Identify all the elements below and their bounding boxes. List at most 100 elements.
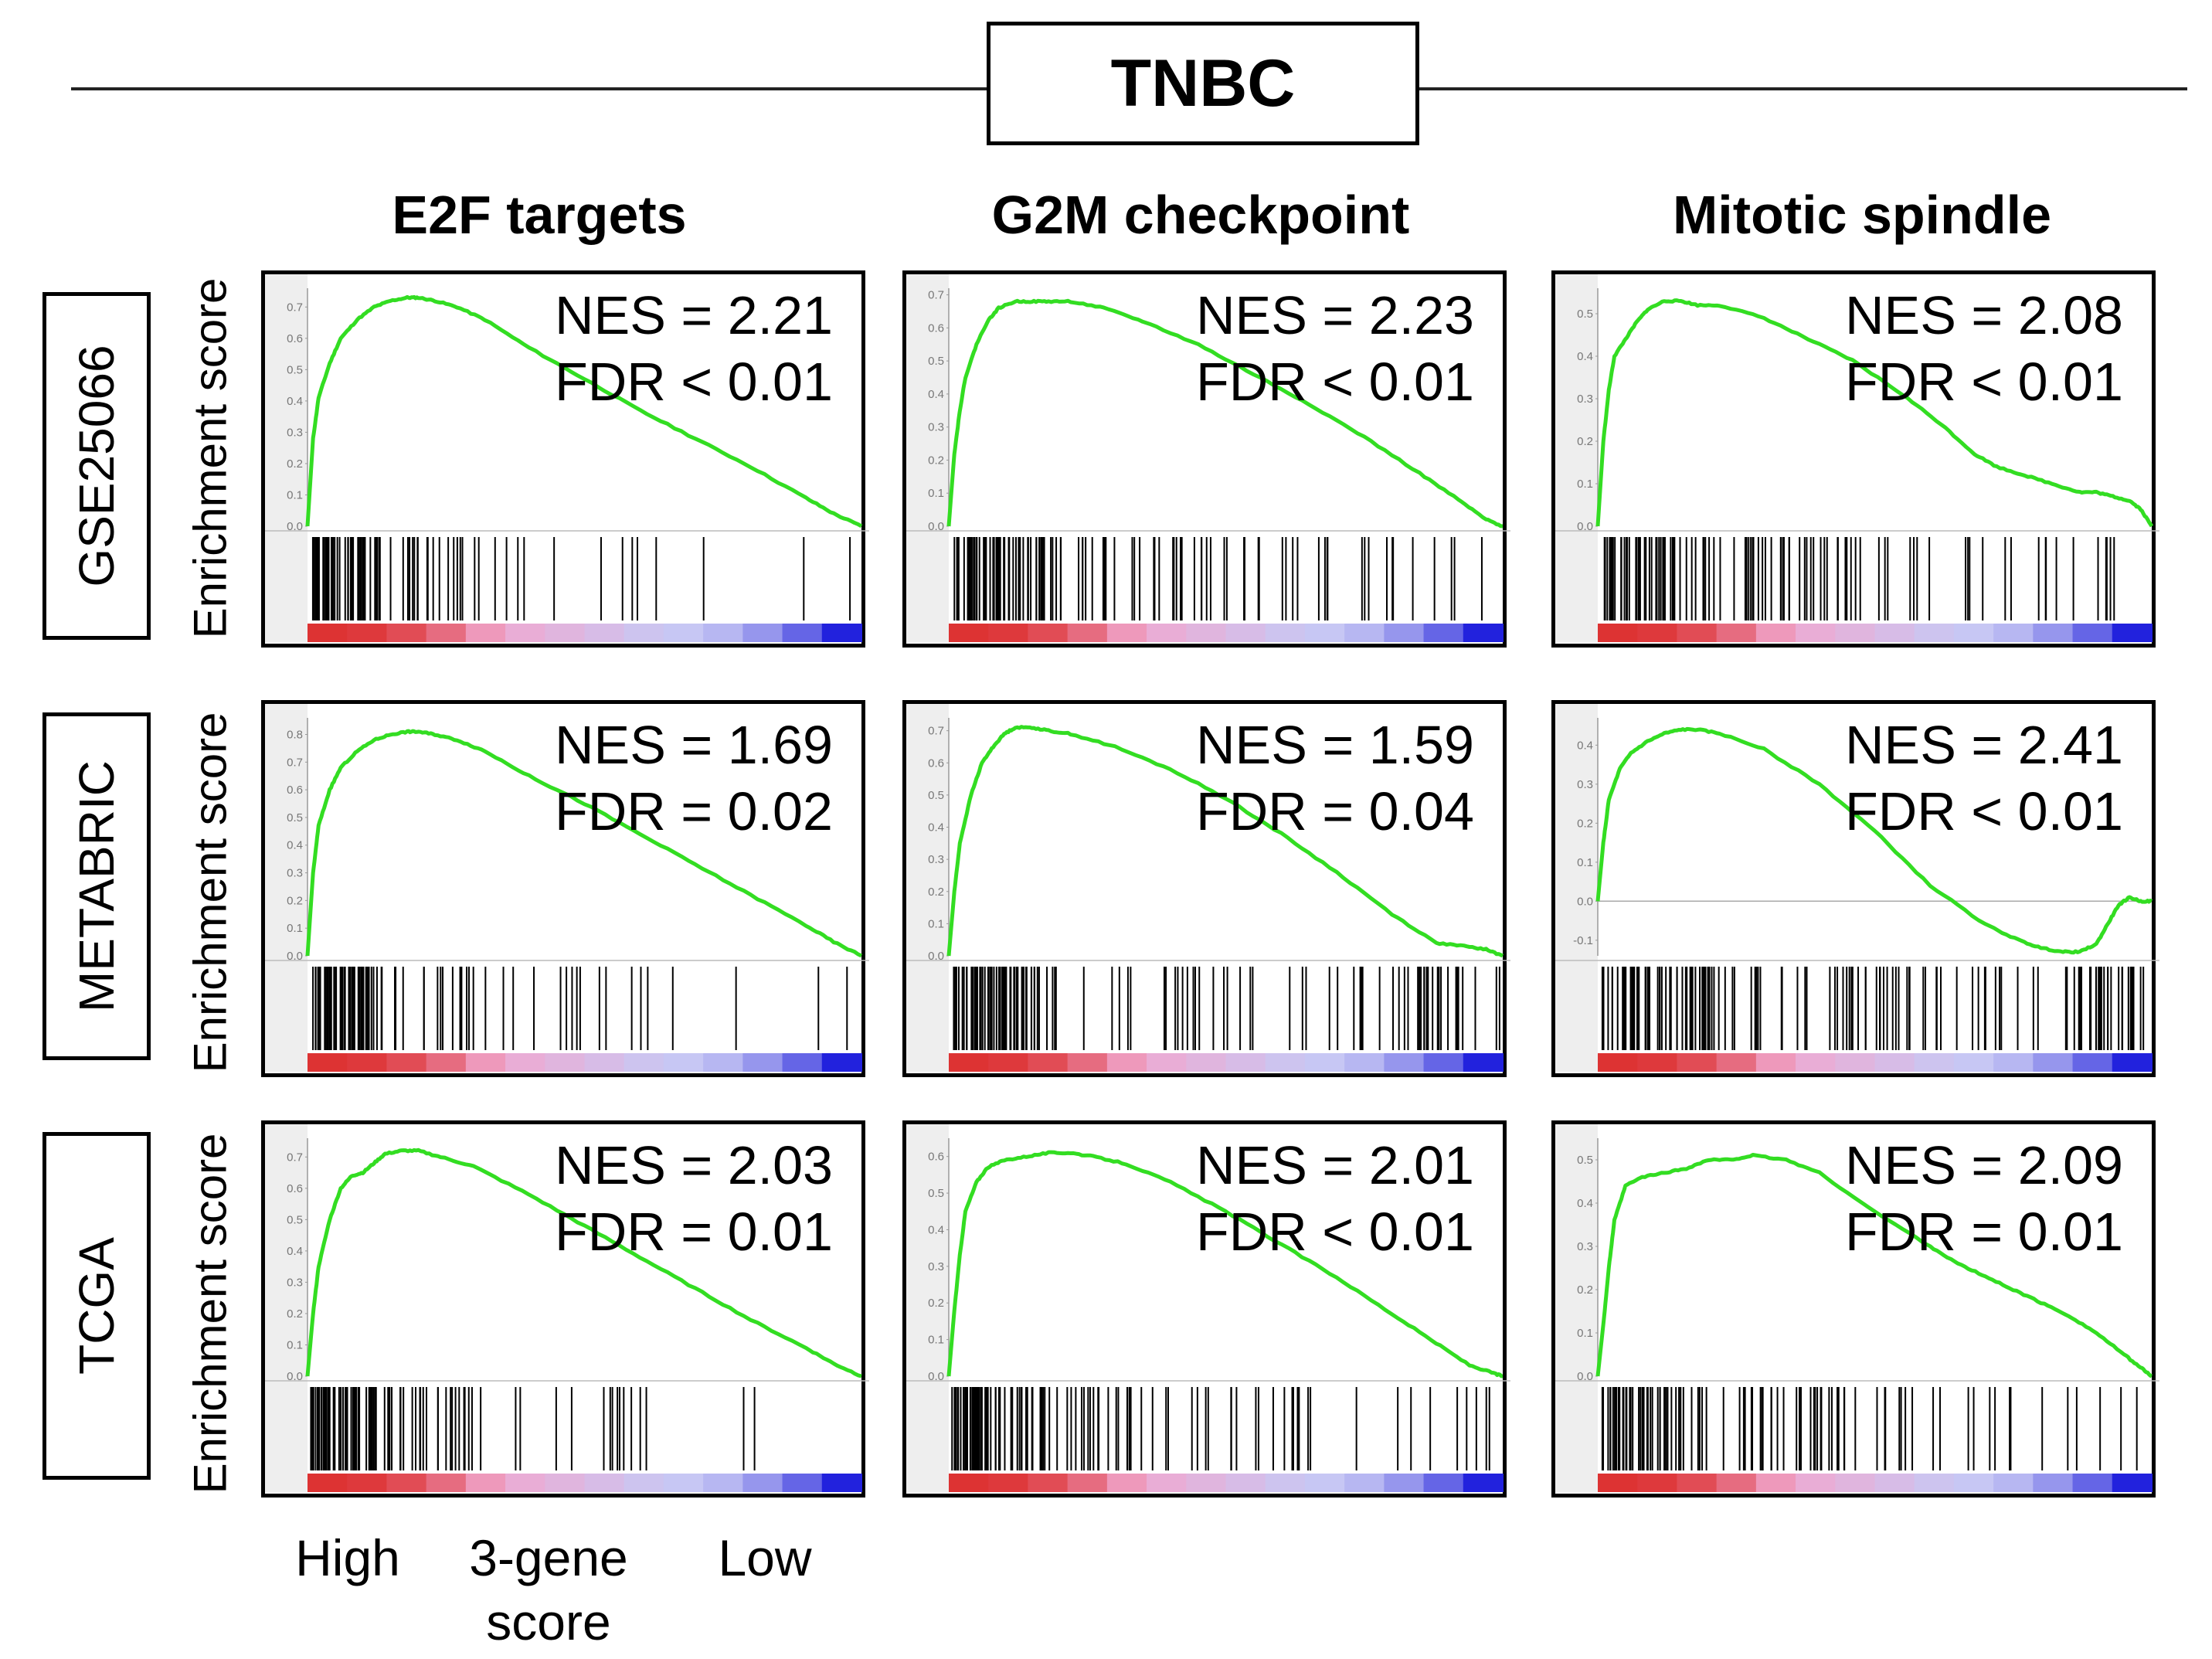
y-tick-label: 0.5: [928, 789, 944, 802]
ranked-list-segment: [505, 624, 546, 642]
y-tick-label: 0.3: [1577, 778, 1593, 791]
ranked-list-segment: [1637, 624, 1678, 642]
y-tick-label: 0.5: [287, 811, 303, 824]
tick-gutter: [906, 274, 949, 642]
y-tick-label: 0.4: [928, 821, 944, 835]
ranked-list-segment: [988, 624, 1029, 642]
y-tick-label: 0.3: [287, 426, 303, 439]
y-tick-label: 0.0: [928, 950, 944, 963]
figure-title: TNBC: [987, 22, 1419, 145]
ranked-list-segment: [308, 1474, 348, 1492]
ranked-list-segment: [545, 1053, 586, 1072]
nes-label: NES = 2.03: [555, 1135, 833, 1195]
ranked-list-segment: [1874, 1053, 1915, 1072]
tick-gutter: [906, 1124, 949, 1492]
ranked-list-segment: [1265, 1053, 1306, 1072]
ranked-list-segment: [386, 1053, 427, 1072]
gsea-panel: 0.0 0.1 0.2 0.3 0.4 0.5 NES = 2.09 FDR = 0.01: [1551, 1120, 2159, 1498]
y-tick-label: 0.2: [1577, 817, 1593, 830]
tick-gutter: [265, 274, 308, 642]
ranked-list-segment: [1186, 624, 1227, 642]
y-tick-label: 0.2: [928, 454, 944, 467]
ranked-list-segment: [821, 1474, 862, 1492]
enrichment-curve: [1595, 298, 2154, 528]
ranked-list-segment: [1874, 1474, 1915, 1492]
ranked-list-segment: [624, 1474, 664, 1492]
y-tick-label: 0.7: [928, 725, 944, 738]
ranked-list-segment: [1028, 1053, 1069, 1072]
nes-label: NES = 1.69: [555, 715, 833, 775]
ranked-list-segment: [1953, 1053, 1995, 1072]
y-tick-label: 0.0: [1577, 895, 1593, 908]
y-tick-label: 0.5: [1577, 308, 1593, 321]
ranked-list-segment: [1028, 624, 1069, 642]
y-tick-label: 0.0: [1577, 1370, 1593, 1383]
y-tick-label: 0.1: [287, 1338, 303, 1351]
column-title-g2m-checkpoint: G2M checkpoint: [991, 185, 1410, 245]
title-rule-right: [1418, 87, 2187, 90]
ranked-list-segment: [1953, 1474, 1995, 1492]
y-tick-label: 0.4: [1577, 350, 1593, 363]
ranked-list-segment: [465, 1474, 507, 1492]
y-tick-label: 0.1: [1577, 856, 1593, 869]
fdr-label: FDR < 0.01: [1196, 352, 1474, 412]
y-tick-label: 0.2: [1577, 1283, 1593, 1297]
ranked-list-segment: [1147, 1474, 1188, 1492]
y-tick-label: 0.6: [287, 784, 303, 797]
ranked-list-segment: [663, 624, 705, 642]
ranked-list-segment: [663, 1474, 705, 1492]
x-axis-label-low: Low: [718, 1529, 812, 1586]
y-tick-label: 0.6: [287, 1182, 303, 1195]
y-tick-label: 0.4: [928, 388, 944, 401]
ranked-list-segment: [1677, 1053, 1718, 1072]
ranked-list-segment: [308, 1053, 348, 1072]
ranked-list-segment: [1304, 1474, 1346, 1492]
y-tick-label: 0.1: [928, 487, 944, 500]
ranked-list-segment: [1835, 624, 1876, 642]
fdr-label: FDR = 0.01: [555, 1202, 833, 1262]
ranked-list-segment: [1225, 1474, 1266, 1492]
ranked-list-segment: [2072, 1474, 2113, 1492]
ranked-list-segment: [505, 1053, 546, 1072]
x-axis-label-high: High: [295, 1529, 400, 1586]
y-tick-label: 0.1: [928, 917, 944, 930]
ranked-list-segment: [1914, 1053, 1955, 1072]
ranked-list-segment: [1344, 624, 1385, 642]
ranked-list-segment: [703, 1474, 744, 1492]
y-tick-label: 0.4: [287, 395, 303, 408]
y-tick-label: 0.2: [287, 894, 303, 907]
title-rule-left: [71, 87, 988, 90]
fdr-label: FDR < 0.01: [1845, 781, 2123, 841]
y-tick-label: 0.1: [1577, 478, 1593, 491]
ranked-list-segment: [505, 1474, 546, 1492]
ranked-list-segment: [545, 1474, 586, 1492]
y-tick-label: 0.0: [287, 1370, 303, 1383]
ranked-list-segment: [1067, 1474, 1108, 1492]
row-label-gse25066: GSE25066: [42, 292, 151, 640]
ranked-list-segment: [988, 1474, 1029, 1492]
y-tick-label: 0.3: [287, 867, 303, 880]
y-tick-label: 0.6: [928, 1151, 944, 1164]
ranked-list-segment: [1914, 624, 1955, 642]
ranked-list-segment: [584, 1053, 625, 1072]
gsea-panel: -0.1 0.0 0.1 0.2 0.3 0.4 NES = 2.41 FDR < 0.01: [1551, 700, 2159, 1077]
ranked-list-segment: [426, 624, 467, 642]
ranked-list-segment: [1225, 624, 1266, 642]
y-tick-label: 0.4: [1577, 739, 1593, 752]
ranked-list-segment: [782, 624, 823, 642]
nes-label: NES = 2.23: [1196, 285, 1474, 345]
ranked-list-segment: [1755, 624, 1797, 642]
ranked-list-segment: [584, 1474, 625, 1492]
ranked-list-segment: [426, 1053, 467, 1072]
ranked-list-segment: [1147, 1053, 1188, 1072]
ranked-list-segment: [1953, 624, 1995, 642]
ranked-list-segment: [1344, 1053, 1385, 1072]
ranked-list-segment: [1796, 1053, 1837, 1072]
ranked-list-segment: [1304, 1053, 1346, 1072]
y-tick-label: 0.6: [287, 332, 303, 345]
ranked-list-segment: [1993, 1053, 2034, 1072]
ranked-list-segment: [949, 1053, 990, 1072]
ranked-list-segment: [1384, 1474, 1425, 1492]
ranked-list-segment: [1716, 1474, 1757, 1492]
gsea-panel: 0.0 0.1 0.2 0.3 0.4 0.5 0.6 0.7 0.8 NES = 1.69 FDR…: [261, 700, 869, 1077]
